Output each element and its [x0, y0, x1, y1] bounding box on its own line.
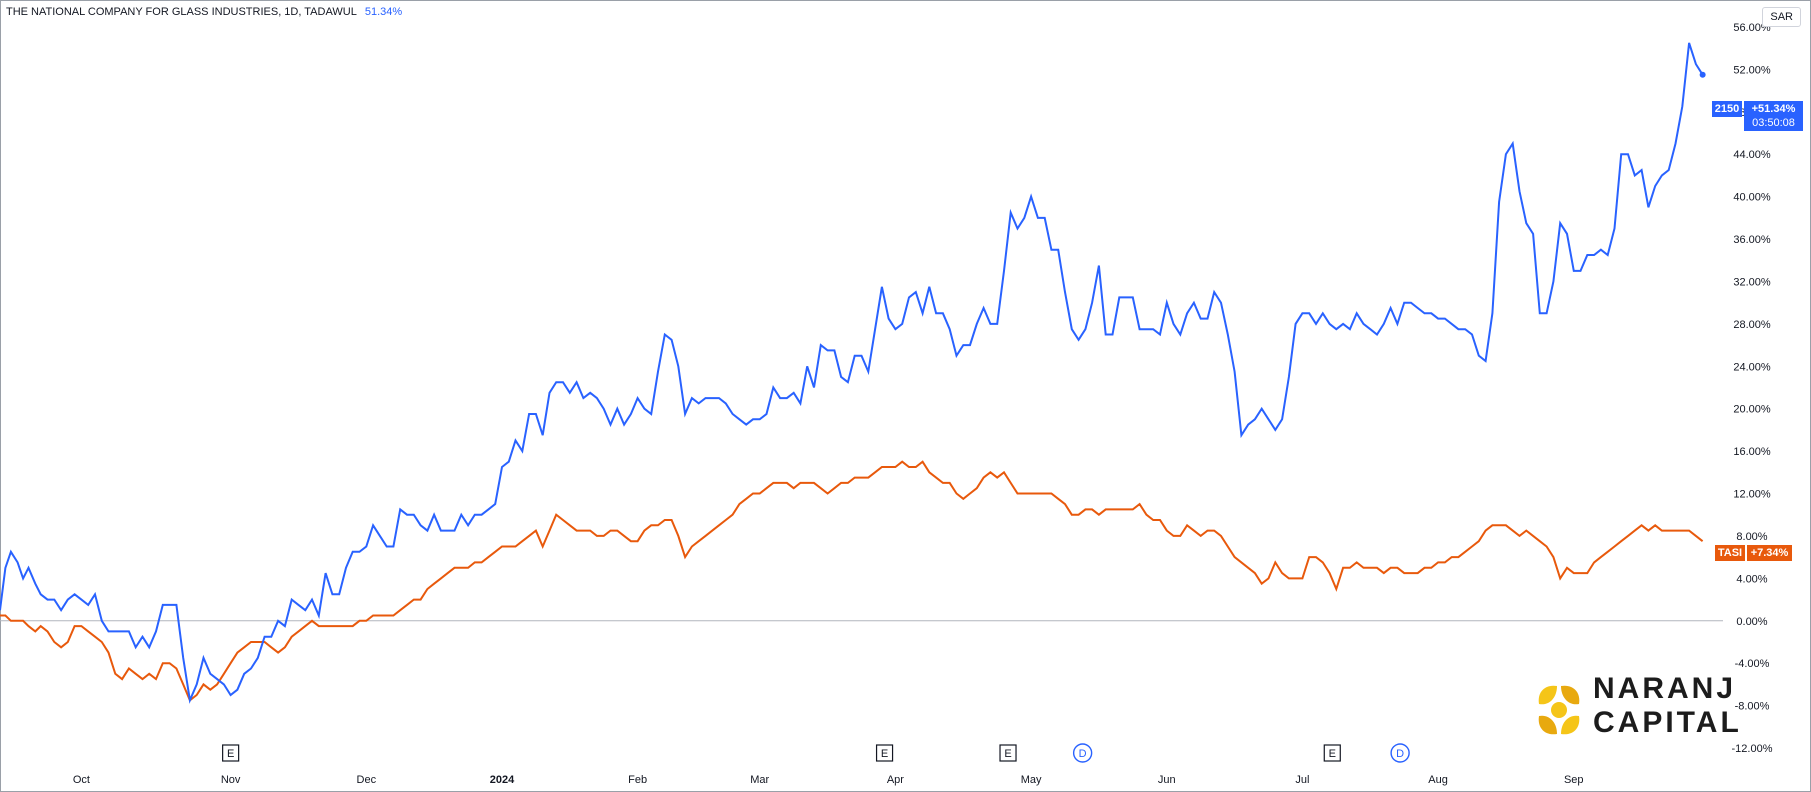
y-tick-label: 28.00%	[1733, 319, 1771, 331]
earnings-marker[interactable]	[1323, 744, 1341, 762]
y-axis[interactable]: 56.00%52.00%48.00%44.00%40.00%36.00%32.0…	[1732, 22, 1773, 755]
x-tick-label: Dec	[357, 774, 377, 786]
x-tick-label: Feb	[628, 774, 647, 786]
header-change: 51.34%	[364, 6, 403, 18]
naranj-logo-icon	[1538, 685, 1580, 735]
x-tick-label: Nov	[221, 774, 241, 786]
dividend-marker[interactable]	[1072, 743, 1093, 763]
y-tick-label: 0.00%	[1736, 616, 1767, 628]
earnings-marker[interactable]	[999, 744, 1017, 762]
chart-header: THE NATIONAL COMPANY FOR GLASS INDUSTRIE…	[6, 6, 402, 18]
tag-countdown-2150: 03:50:08	[1752, 117, 1795, 129]
tag-change-2150: +51.34%	[1751, 103, 1796, 115]
naranj-capital-logo: NARANJ CAPITAL	[1535, 670, 1745, 750]
y-tick-label: 56.00%	[1733, 22, 1771, 34]
currency-button[interactable]: SAR	[1762, 7, 1801, 27]
dividend-marker[interactable]	[1390, 743, 1410, 763]
y-tick-label: 4.00%	[1736, 573, 1767, 585]
last-price-dot	[1699, 71, 1706, 78]
event-marker-label: E	[1004, 748, 1011, 760]
y-tick-label: 16.00%	[1733, 446, 1771, 458]
event-marker-label: E	[881, 748, 888, 760]
logo-line1: NARANJ	[1593, 672, 1737, 705]
y-tick-label: 12.00%	[1733, 489, 1771, 501]
y-tick-label: -4.00%	[1735, 658, 1770, 670]
y-tick-label: 52.00%	[1733, 64, 1771, 76]
x-tick-label: Sep	[1564, 774, 1584, 786]
earnings-marker[interactable]	[875, 744, 894, 762]
x-tick-label: Aug	[1428, 774, 1448, 786]
event-marker-label: E	[227, 748, 234, 760]
x-tick-label: Mar	[750, 774, 769, 786]
y-tick-label: 44.00%	[1733, 149, 1771, 161]
y-tick-label: -12.00%	[1732, 743, 1773, 755]
series-line-tasi	[0, 460, 1704, 702]
tag-change-tasi: +7.34%	[1747, 545, 1792, 561]
y-tick-label: -8.00%	[1735, 701, 1770, 713]
y-tick-label: 24.00%	[1733, 361, 1771, 373]
tag-symbol-tasi: TASI	[1715, 545, 1745, 561]
x-axis[interactable]: Oct Nov Dec 2024 Feb Mar Apr May Jun Jul Aug Sep	[73, 774, 1584, 786]
x-tick-label: May	[1021, 774, 1042, 786]
x-tick-label: Jul	[1295, 774, 1309, 786]
y-tick-label: 36.00%	[1733, 234, 1771, 246]
event-marker-label: D	[1079, 748, 1087, 760]
tag-values-2150: +51.34% 03:50:08	[1744, 101, 1803, 131]
x-tick-label: 2024	[490, 774, 515, 786]
y-tick-label: 40.00%	[1733, 192, 1771, 204]
y-tick-label: 32.00%	[1733, 276, 1771, 288]
earnings-marker[interactable]	[222, 744, 240, 762]
x-tick-label: Oct	[73, 774, 90, 786]
event-marker-label: E	[1329, 748, 1336, 760]
series-line-2150	[0, 42, 1704, 704]
x-tick-label: Apr	[887, 774, 904, 786]
chart-symbol-title: THE NATIONAL COMPANY FOR GLASS INDUSTRIE…	[6, 6, 357, 18]
tag-symbol-2150: 2150	[1712, 101, 1742, 117]
y-tick-label: 20.00%	[1733, 404, 1771, 416]
y-tick-label: 8.00%	[1736, 531, 1767, 543]
logo-line2: CAPITAL	[1593, 706, 1742, 739]
event-marker-label: D	[1396, 748, 1404, 760]
x-tick-label: Jun	[1158, 774, 1176, 786]
